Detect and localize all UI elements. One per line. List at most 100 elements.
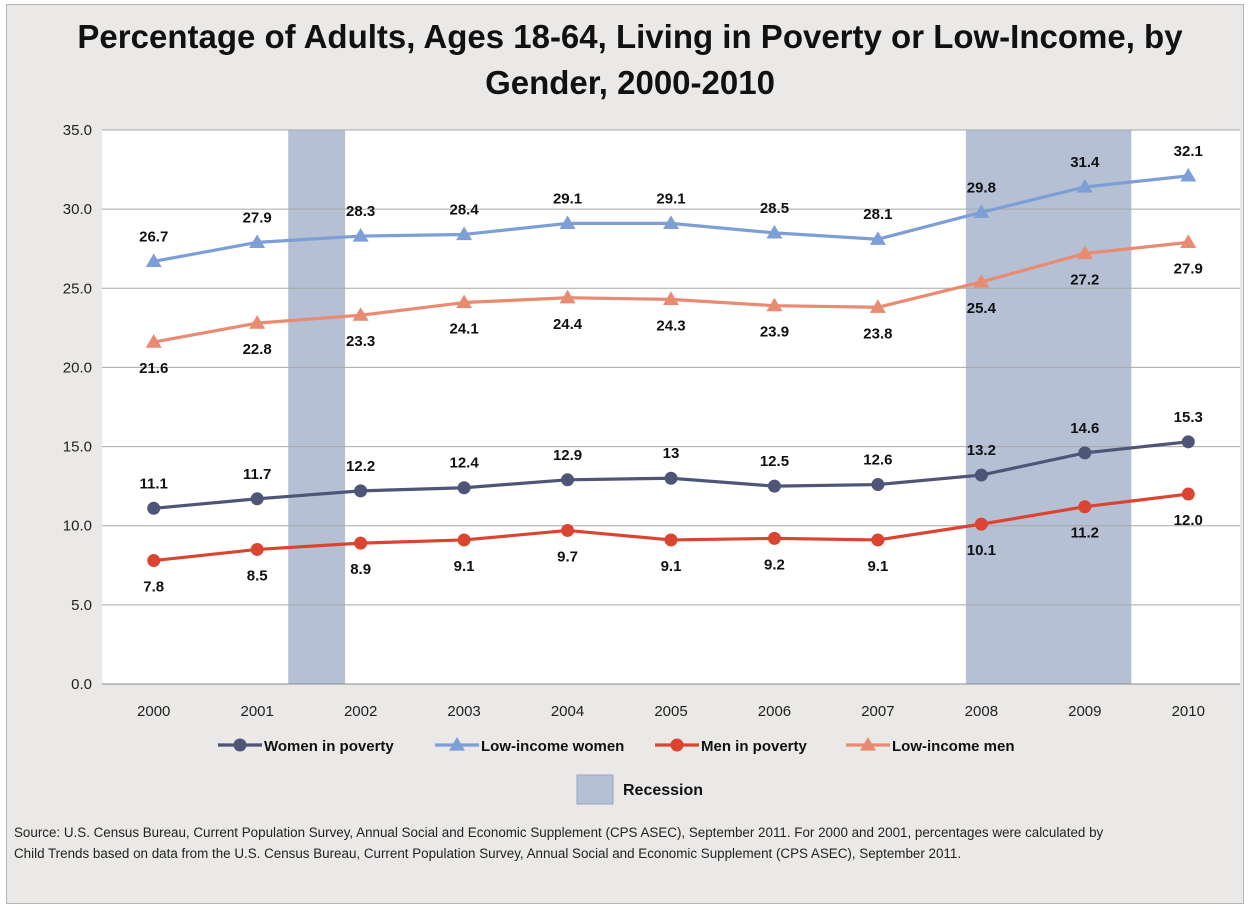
data-point-low-income-men [456,294,473,309]
data-point-low-income-women [456,226,473,241]
x-tick-label: 2009 [1068,703,1101,720]
y-tick-label: 30.0 [63,201,92,218]
data-point-men-in-poverty [664,533,678,547]
x-tick-label: 2008 [965,703,998,720]
data-label-women-in-poverty: 12.2 [346,458,375,475]
x-tick-label: 2010 [1172,703,1205,720]
data-label-men-in-poverty: 9.1 [661,558,682,575]
data-label-women-in-poverty: 12.9 [553,447,582,464]
x-tick-label: 2005 [654,703,687,720]
y-tick-label: 0.0 [71,676,92,693]
data-label-low-income-men: 23.3 [346,333,375,350]
data-label-low-income-women: 26.7 [139,228,168,245]
data-label-low-income-men: 24.1 [449,321,478,338]
data-point-low-income-women [559,215,576,229]
data-label-women-in-poverty: 15.3 [1174,409,1203,426]
data-point-low-income-men [663,291,679,305]
data-point-men-in-poverty [561,523,575,537]
recession-band-2 [965,130,1132,684]
y-tick-label: 15.0 [63,439,92,456]
data-point-men-in-poverty [767,531,781,545]
data-label-low-income-men: 24.3 [656,317,685,334]
data-point-men-in-poverty [1181,487,1195,501]
data-label-women-in-poverty: 14.6 [1070,420,1099,437]
data-point-low-income-men [869,299,886,313]
data-label-men-in-poverty: 8.5 [247,567,268,584]
recession-band-1 [288,130,346,684]
data-label-low-income-men: 23.8 [863,325,892,342]
data-label-low-income-men: 27.2 [1070,271,1099,288]
data-label-men-in-poverty: 11.2 [1071,525,1099,542]
data-point-women-in-poverty [354,484,368,498]
x-tick-label: 2003 [447,703,480,720]
legend-marker-low-income-men [860,737,876,751]
data-label-low-income-women: 31.4 [1070,154,1100,171]
data-point-women-in-poverty [250,492,264,506]
data-point-men-in-poverty [250,542,264,556]
data-point-women-in-poverty [1078,446,1092,460]
data-point-men-in-poverty [1078,500,1092,514]
data-point-men-in-poverty [974,517,988,531]
source-note: Source: U.S. Census Bureau, Current Popu… [14,825,1104,861]
data-label-low-income-women: 29.8 [967,179,996,196]
data-point-women-in-poverty [561,473,575,487]
data-label-women-in-poverty: 13.2 [967,442,996,459]
x-tick-label: 2002 [344,703,377,720]
data-label-men-in-poverty: 8.9 [350,561,371,578]
x-tick-label: 2000 [137,703,170,720]
data-point-low-income-men [1076,245,1093,260]
data-point-women-in-poverty [147,501,161,515]
data-point-low-income-women [973,204,990,218]
data-point-men-in-poverty [147,554,161,568]
data-point-men-in-poverty [457,533,471,547]
data-label-low-income-women: 28.5 [760,200,789,217]
data-point-men-in-poverty [871,533,885,547]
data-label-women-in-poverty: 12.5 [760,453,789,470]
x-tick-label: 2006 [758,703,791,720]
data-point-low-income-men [145,334,162,348]
data-point-low-income-women [869,231,886,245]
legend-marker-women-in-poverty [233,738,247,752]
legend-marker-men-in-poverty [670,738,684,752]
data-point-low-income-men [352,307,369,321]
legend-label-low-income-men: Low-income men [892,738,1015,755]
data-point-low-income-women [352,228,369,242]
data-point-low-income-women [663,215,679,229]
legend-marker-low-income-women [449,737,465,751]
data-point-low-income-men [766,297,783,312]
y-tick-label: 25.0 [63,280,92,297]
data-point-low-income-women [249,234,266,248]
data-label-low-income-men: 25.4 [967,300,997,317]
data-point-low-income-men [249,315,266,329]
y-tick-label: 35.0 [63,122,92,139]
data-point-women-in-poverty [1181,435,1195,449]
data-label-low-income-women: 28.1 [863,206,892,223]
data-point-women-in-poverty [767,479,781,493]
data-label-low-income-men: 27.9 [1174,260,1203,277]
legend-swatch-recession [576,774,614,805]
data-label-men-in-poverty: 9.1 [454,558,475,575]
data-label-low-income-men: 22.8 [243,341,272,358]
data-label-men-in-poverty: 7.8 [143,579,164,596]
legend-label-men-in-poverty: Men in poverty [701,738,808,755]
legend-label-women-in-poverty: Women in poverty [264,738,394,755]
data-label-men-in-poverty: 9.1 [867,558,888,575]
data-point-low-income-men [559,289,576,304]
data-point-men-in-poverty [354,536,368,550]
data-label-low-income-women: 28.3 [346,203,375,220]
data-label-women-in-poverty: 12.4 [449,455,479,472]
x-tick-label: 2007 [861,703,894,720]
data-label-men-in-poverty: 12.0 [1174,512,1203,529]
data-point-women-in-poverty [664,471,678,485]
data-point-low-income-women [145,253,162,267]
data-point-women-in-poverty [457,481,471,495]
data-label-men-in-poverty: 10.1 [967,542,996,559]
data-point-low-income-women [1180,167,1197,182]
data-point-low-income-women [766,224,783,239]
data-label-women-in-poverty: 11.7 [243,466,271,483]
data-point-low-income-men [973,273,990,288]
x-tick-label: 2001 [240,703,273,720]
data-label-low-income-women: 29.1 [553,190,582,207]
data-label-low-income-men: 21.6 [139,360,168,377]
